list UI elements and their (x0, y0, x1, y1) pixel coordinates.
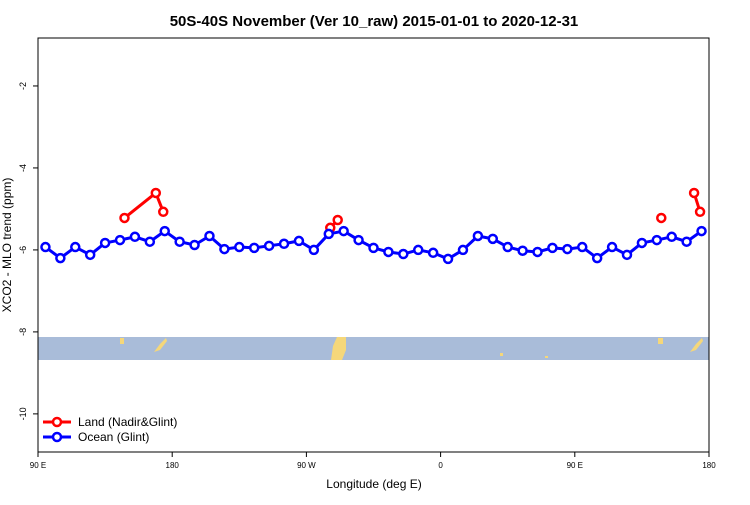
x-tick-label: 180 (702, 461, 716, 470)
data-point (55, 252, 66, 264)
data-point (577, 241, 588, 253)
data-point (487, 233, 499, 245)
data-point (189, 239, 200, 251)
data-point (688, 187, 700, 199)
x-tick-label: 0 (438, 461, 443, 470)
data-point (502, 241, 513, 253)
x-tick-label: 90 E (30, 461, 46, 470)
data-point (457, 244, 469, 256)
map-strip (38, 337, 709, 360)
data-point (84, 249, 96, 261)
data-point (353, 234, 364, 246)
data-point (204, 230, 215, 242)
data-point (666, 231, 677, 243)
data-point (40, 241, 51, 253)
legend-label: Ocean (Glint) (78, 430, 149, 444)
data-point (621, 249, 633, 261)
data-point (517, 245, 528, 256)
data-point (150, 187, 162, 199)
data-point (263, 240, 275, 252)
data-point (368, 242, 379, 254)
data-point (398, 248, 409, 260)
x-axis-label: Longitude (deg E) (326, 477, 421, 491)
x-tick-label: 90 E (567, 461, 583, 470)
data-point (532, 246, 543, 258)
data-point (219, 243, 230, 255)
y-tick-label: -8 (18, 328, 28, 336)
data-point (119, 212, 130, 224)
data-point (129, 231, 141, 243)
data-point (681, 236, 692, 247)
data-point (159, 225, 170, 237)
data-point (293, 235, 305, 247)
data-point (636, 237, 648, 249)
x-tick-label: 90 W (297, 461, 316, 470)
y-tick-label: -6 (18, 246, 28, 254)
y-axis-label: XCO2 - MLO trend (ppm) (0, 178, 14, 313)
data-point (248, 242, 260, 254)
chart-title: 50S-40S November (Ver 10_raw) 2015-01-01… (170, 13, 579, 30)
data-point (144, 236, 156, 247)
data-point (323, 228, 335, 240)
data-point (696, 225, 707, 237)
data-point (412, 244, 424, 256)
y-tick-label: -2 (18, 82, 28, 90)
data-point (99, 237, 111, 249)
data-point (308, 244, 320, 256)
data-point (278, 238, 290, 250)
data-point (442, 253, 454, 265)
legend-label: Land (Nadir&Glint) (78, 415, 177, 429)
data-point (332, 214, 343, 226)
data-point (383, 246, 394, 258)
x-tick-label: 180 (166, 461, 180, 470)
data-point (562, 243, 573, 255)
y-tick-label: -10 (18, 407, 28, 420)
plot-frame (37, 37, 710, 453)
data-point (651, 234, 663, 246)
legend-marker (51, 416, 63, 428)
legend-marker (51, 431, 63, 443)
data-point (427, 247, 439, 259)
data-point (70, 241, 81, 253)
y-tick-label: -4 (18, 164, 28, 172)
data-point (472, 230, 484, 242)
data-point (158, 206, 169, 218)
data-point (114, 234, 126, 246)
data-point (547, 242, 558, 254)
data-point (174, 236, 185, 247)
data-point (606, 241, 618, 253)
data-point (694, 206, 706, 218)
data-point (234, 241, 245, 253)
data-point (591, 252, 603, 264)
series-line (123, 191, 702, 229)
data-point (338, 225, 349, 237)
data-point (656, 212, 667, 224)
